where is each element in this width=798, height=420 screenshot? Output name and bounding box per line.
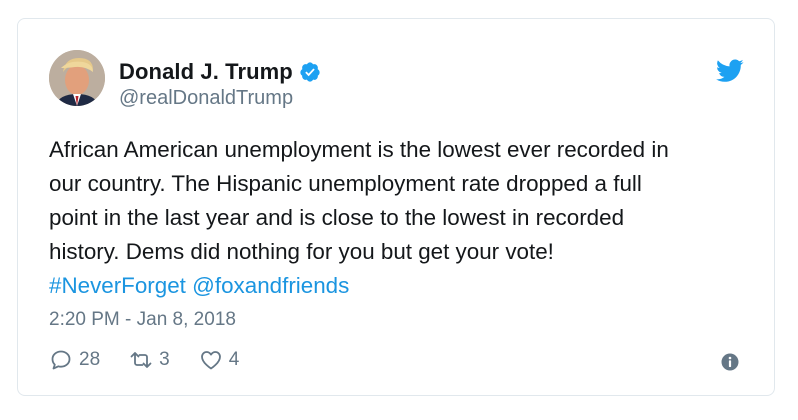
display-name[interactable]: Donald J. Trump: [119, 59, 293, 85]
avatar[interactable]: [49, 50, 105, 106]
name-row: Donald J. Trump: [119, 59, 321, 85]
twitter-bird-icon[interactable]: [716, 59, 744, 83]
retweet-button[interactable]: 3: [129, 348, 170, 372]
reply-icon: [49, 348, 73, 372]
reply-button[interactable]: 28: [49, 348, 100, 372]
tweet-tags-line: #NeverForget @foxandfriends: [49, 269, 749, 303]
action-bar: 28 3 4: [49, 348, 268, 372]
mention-link[interactable]: @foxandfriends: [192, 273, 349, 298]
tweet-text-line: point in the last year and is close to t…: [49, 201, 749, 235]
tweet-text-line: our country. The Hispanic unemployment r…: [49, 167, 749, 201]
hashtag-link[interactable]: #NeverForget: [49, 273, 186, 298]
tweet-text-line: African American unemployment is the low…: [49, 133, 749, 167]
verified-badge-icon: [299, 61, 321, 83]
user-handle[interactable]: @realDonaldTrump: [119, 87, 293, 110]
like-button[interactable]: 4: [199, 348, 240, 372]
reply-count: 28: [79, 349, 100, 371]
retweet-count: 3: [159, 349, 170, 371]
heart-icon: [199, 348, 223, 372]
timestamp[interactable]: 2:20 PM - Jan 8, 2018: [49, 309, 236, 331]
info-icon[interactable]: [721, 353, 739, 371]
tweet-card: Donald J. Trump @realDonaldTrump African…: [17, 18, 775, 396]
tweet-text-line: history. Dems did nothing for you but ge…: [49, 235, 749, 269]
retweet-icon: [129, 348, 153, 372]
like-count: 4: [229, 349, 240, 371]
tweet-text: African American unemployment is the low…: [49, 133, 749, 303]
